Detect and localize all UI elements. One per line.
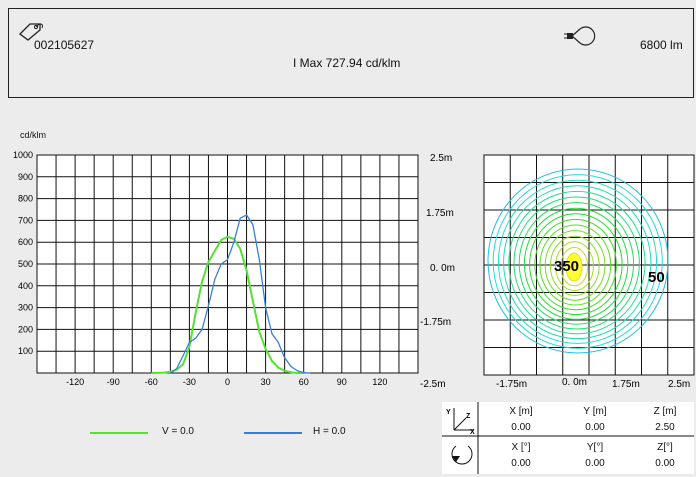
isolux-contour: [518, 202, 635, 325]
isolux-contour: [539, 224, 612, 306]
rotation-icon: [451, 445, 473, 465]
lumens-label: 6800 lm: [640, 38, 683, 52]
pos-value-x: 0.00: [511, 422, 531, 433]
y-tick-label: 700: [18, 215, 33, 225]
isolux-contour: [544, 230, 606, 301]
y-tick-label: 200: [18, 324, 33, 334]
svg-text:Z: Z: [466, 413, 471, 420]
isolux-contour: [513, 196, 640, 330]
header-panel: [8, 8, 694, 98]
isolux-contour: [492, 174, 663, 349]
pos-header-z: Z [m]: [653, 406, 677, 417]
rot-header-x: X [°]: [511, 442, 531, 453]
imax-label: I Max 727.94 cd/klm: [293, 56, 401, 70]
x-tick-label: -120: [66, 377, 84, 387]
x-tick-label: 120: [372, 377, 387, 387]
isolux-contour: [560, 246, 589, 287]
isolux-label-50: 50: [648, 269, 665, 286]
coordinate-table: Y Z X X [m] Y [m] Z [m] 0.00 0.00 2.50 X…: [442, 402, 694, 474]
luminaire-id: 002105627: [34, 38, 95, 52]
svg-text:X: X: [470, 429, 475, 434]
x-tick-label: 90: [337, 377, 347, 387]
tag-icon: [19, 23, 43, 41]
svg-text:Y: Y: [446, 409, 451, 416]
isolux-label-350: 350: [554, 258, 579, 275]
isolux-contour: [565, 252, 583, 282]
isolux-contour: [555, 241, 594, 292]
legend-h-line: [244, 432, 302, 434]
y-tick-label: 1000: [13, 150, 33, 160]
y-tick-label: 300: [18, 303, 33, 313]
y-tick-label: 600: [18, 237, 33, 247]
rot-header-z: Z[°]: [657, 442, 673, 453]
bulb-icon: [564, 26, 596, 46]
x-tick-label: -60: [145, 377, 158, 387]
series-line-h: [169, 214, 311, 374]
pos-header-y: Y [m]: [583, 406, 607, 417]
iso-x-label-1: -2.5m: [420, 379, 446, 390]
legend-v-line: [90, 432, 148, 434]
rot-value-z: 0.00: [655, 458, 675, 469]
x-tick-label: -30: [183, 377, 196, 387]
x-tick-label: 60: [299, 377, 309, 387]
iso-x-label-3: 0. 0m: [562, 377, 587, 388]
isolux-contour: [487, 168, 669, 354]
rot-value-x: 0.00: [511, 458, 531, 469]
rot-header-y: Y[°]: [586, 442, 604, 453]
pos-header-x: X [m]: [509, 406, 533, 417]
isolux-contour: [549, 235, 600, 296]
pos-value-y: 0.00: [585, 422, 605, 433]
unit-label: cd/klm: [20, 130, 47, 140]
isolux-contour: [503, 185, 652, 340]
iso-x-label-2: -1.75m: [496, 379, 527, 390]
y-tick-label: 500: [18, 259, 33, 269]
isolux-chart: 350 50 2.5m 1.75m 0. 0m -1.75m -2.5m -1.…: [420, 153, 695, 390]
y-tick-label: 800: [18, 194, 33, 204]
iso-y-label-3: 0. 0m: [430, 263, 455, 274]
y-tick-label: 100: [18, 346, 33, 356]
series-line-v: [151, 235, 304, 374]
isolux-contour: [497, 179, 658, 344]
isolux-contour: [534, 218, 617, 311]
isolux-contour: [508, 190, 646, 335]
iso-y-label-1: 2.5m: [430, 153, 452, 164]
iso-y-label-4: -1.75m: [420, 317, 451, 328]
isolux-contour: [523, 207, 629, 320]
pos-value-z: 2.50: [655, 422, 675, 433]
iso-y-label-2: 1.75m: [426, 208, 454, 219]
y-tick-label: 900: [18, 172, 33, 182]
legend-h-label: H = 0.0: [313, 426, 346, 437]
legend-v-label: V = 0.0: [162, 426, 194, 437]
table-lines: [442, 402, 694, 474]
isolux-contours: [487, 168, 669, 354]
x-tick-label: 30: [261, 377, 271, 387]
iso-x-label-4: 1.75m: [612, 379, 640, 390]
rot-value-y: 0.00: [585, 458, 605, 469]
x-tick-label: 0: [225, 377, 230, 387]
x-tick-label: -90: [107, 377, 120, 387]
y-tick-label: 400: [18, 281, 33, 291]
iso-x-label-5: 2.5m: [668, 379, 690, 390]
isolux-contour: [529, 213, 623, 316]
axes-icon: Y Z X: [446, 408, 475, 434]
